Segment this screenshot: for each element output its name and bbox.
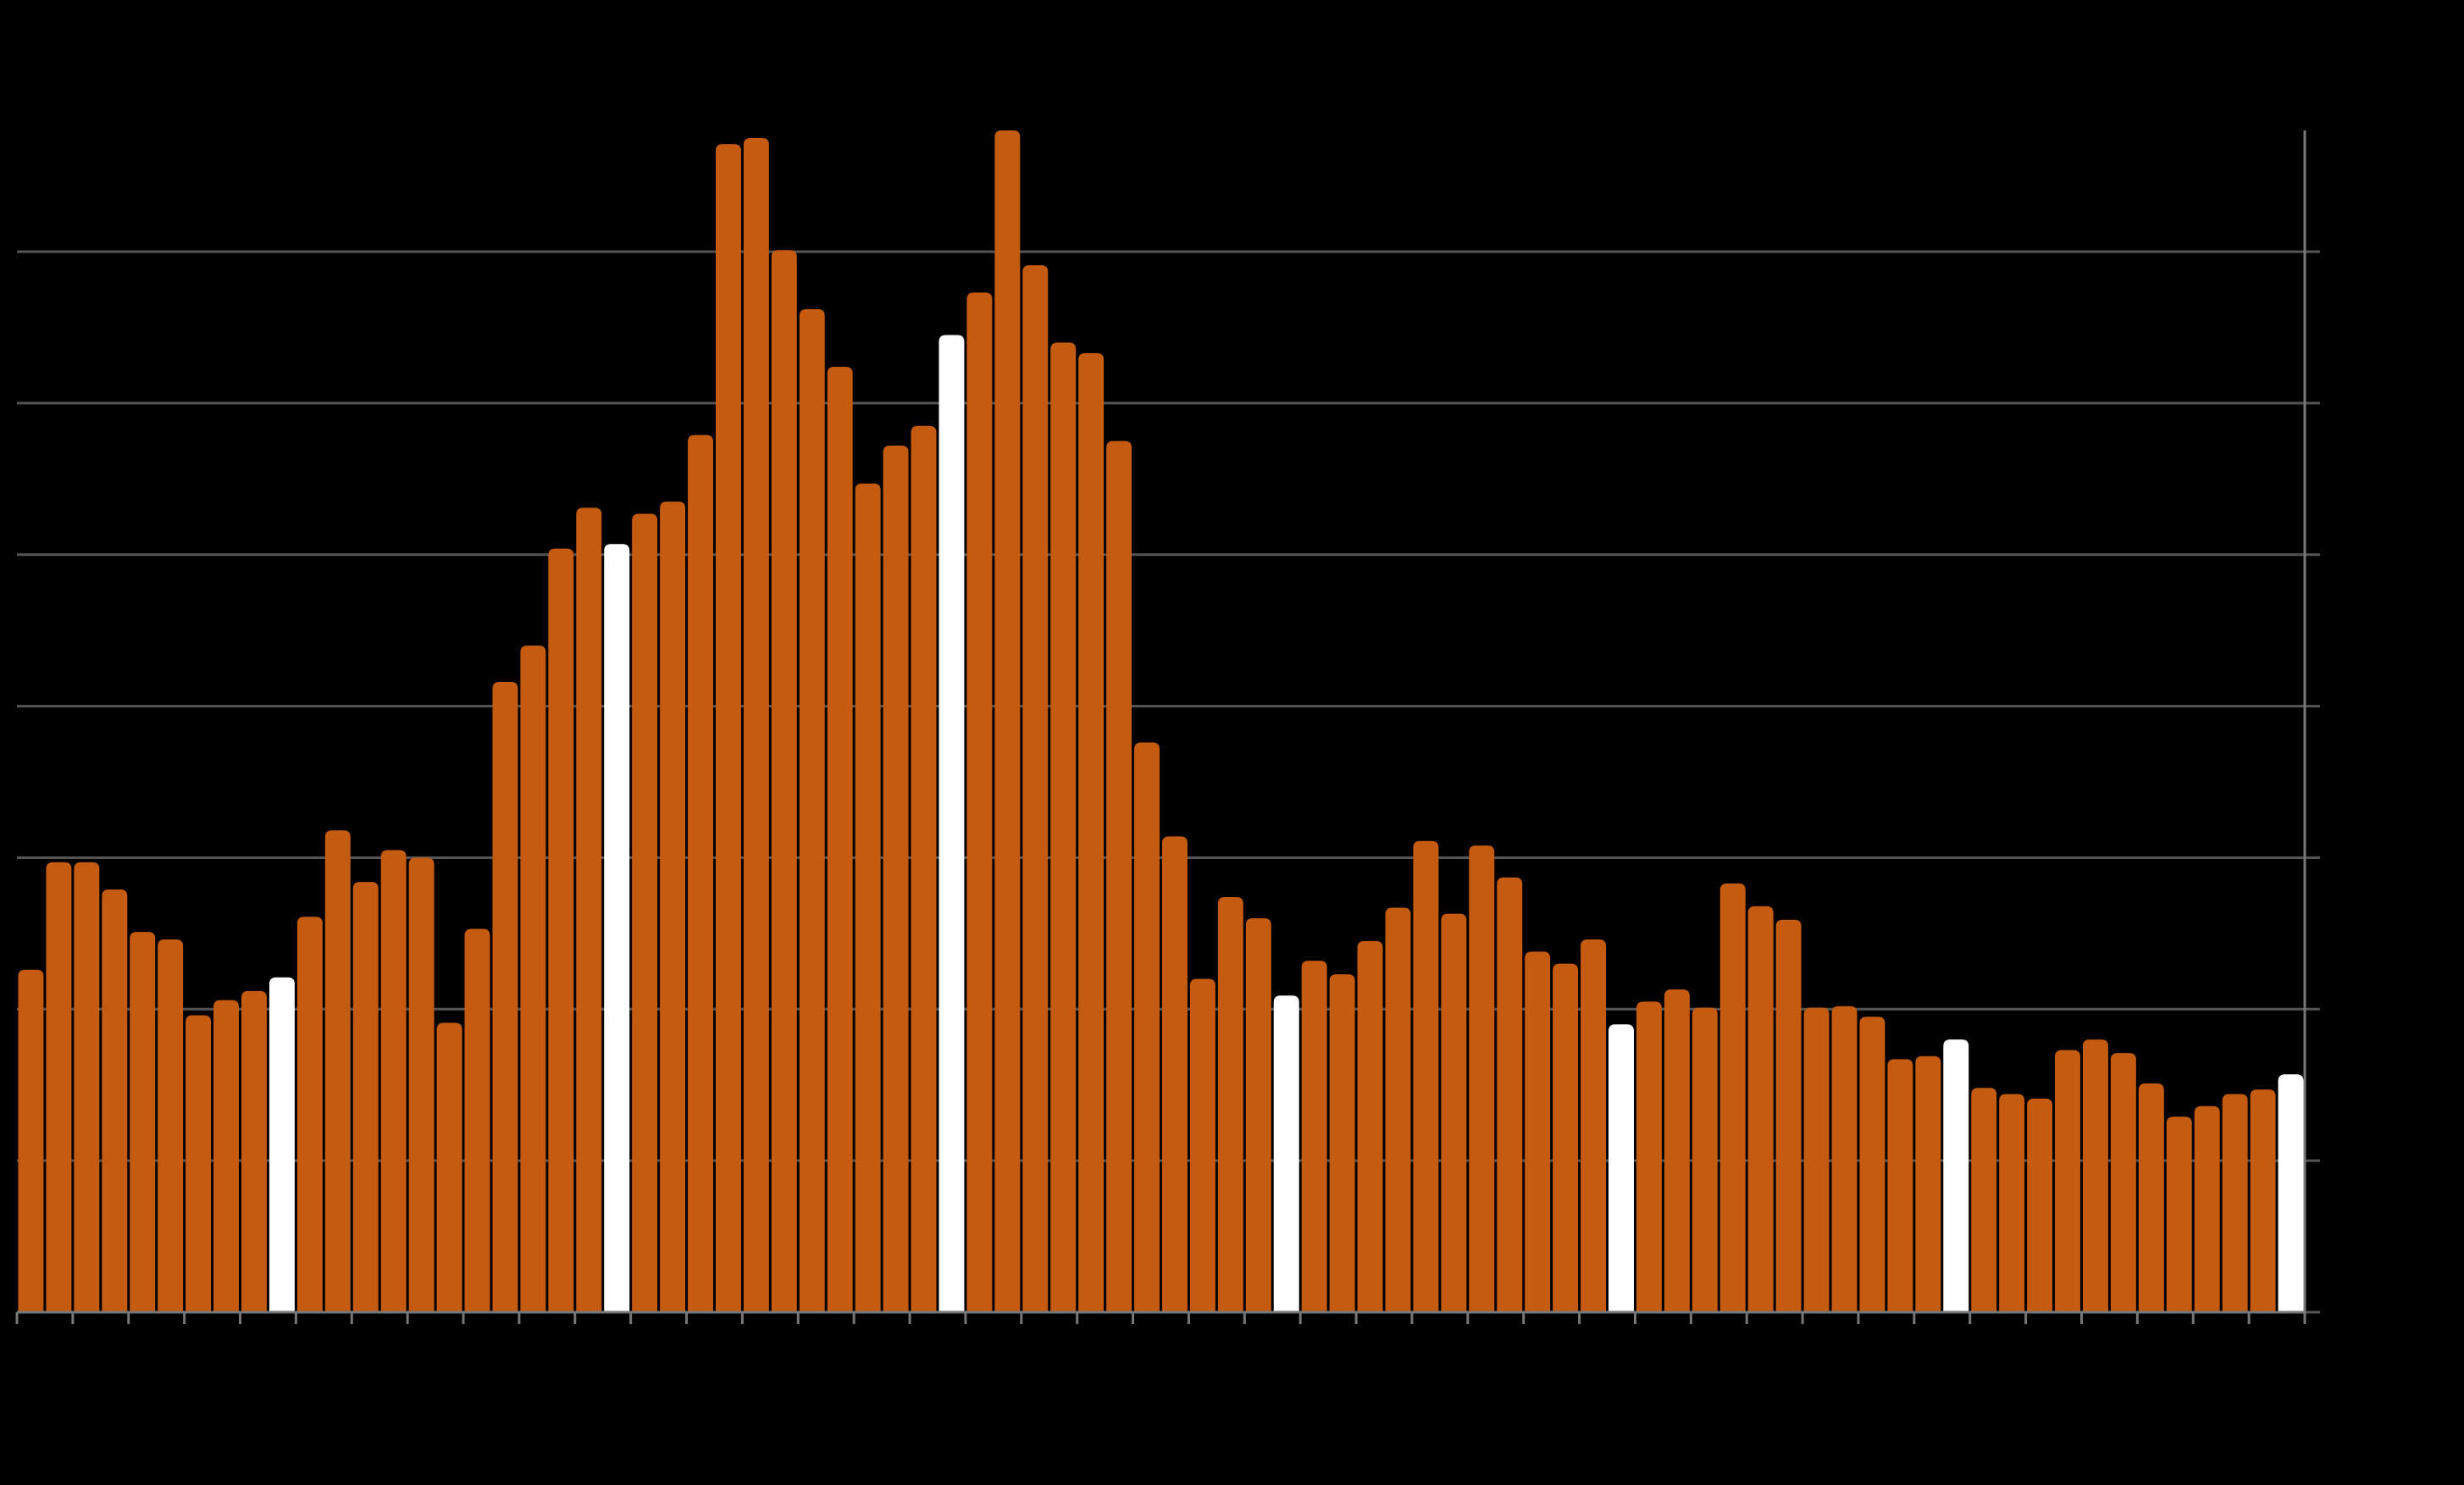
bar (688, 435, 713, 1313)
bar (380, 850, 407, 1312)
bar (130, 932, 156, 1312)
bar (2027, 1098, 2053, 1312)
bar (660, 501, 686, 1312)
bar (1301, 961, 1327, 1312)
bar (1022, 265, 1049, 1312)
bar (296, 917, 323, 1312)
bar (1803, 1007, 1830, 1312)
bar (1050, 342, 1077, 1312)
bar (18, 969, 44, 1312)
bar (1497, 877, 1523, 1312)
bar (576, 507, 602, 1312)
bar (408, 857, 435, 1312)
bar (855, 483, 881, 1312)
bar (213, 1000, 240, 1312)
bar (1636, 1001, 1662, 1312)
bar (1747, 906, 1774, 1312)
bar (1609, 1024, 1634, 1312)
bar (1441, 913, 1467, 1312)
bar (1469, 845, 1495, 1312)
bar (632, 513, 658, 1312)
bar (158, 939, 184, 1312)
bar (1329, 974, 1355, 1312)
bar (548, 548, 574, 1312)
bar (324, 830, 351, 1312)
bar (1189, 978, 1215, 1312)
bar (1357, 940, 1383, 1312)
bar (2138, 1083, 2164, 1312)
bar (2082, 1039, 2108, 1312)
bar (1971, 1088, 1997, 1312)
bar (1943, 1039, 1969, 1312)
bar (771, 250, 797, 1312)
bar (1664, 989, 1690, 1312)
bar (436, 1022, 462, 1312)
bar (1217, 896, 1243, 1312)
bar (520, 646, 546, 1312)
bar (1553, 963, 1579, 1312)
bar (939, 335, 965, 1312)
bar (715, 144, 741, 1312)
bar (1692, 1007, 1718, 1312)
bar (464, 928, 490, 1312)
bar (2166, 1117, 2192, 1312)
bar (827, 367, 853, 1312)
bar (1581, 939, 1607, 1312)
bar (1719, 883, 1746, 1312)
bar (492, 682, 518, 1312)
bar (966, 292, 993, 1313)
bar (74, 862, 100, 1312)
bar (269, 977, 295, 1312)
bar (2222, 1094, 2248, 1312)
bar (2194, 1105, 2220, 1312)
bar (1831, 1006, 1858, 1312)
bar (1162, 836, 1188, 1312)
bar (2110, 1053, 2136, 1312)
bar (2055, 1050, 2080, 1312)
bar (241, 990, 267, 1312)
bar (1525, 951, 1551, 1312)
bar (604, 544, 630, 1312)
bar (883, 446, 909, 1312)
bar (1245, 918, 1271, 1312)
bar (1385, 907, 1411, 1312)
bar (911, 425, 937, 1312)
bar (2278, 1074, 2304, 1312)
bar (799, 309, 825, 1312)
bar (1859, 1017, 1885, 1312)
bar (1887, 1059, 1913, 1312)
bar (1413, 840, 1439, 1312)
bar (352, 882, 379, 1312)
bar (185, 1015, 212, 1312)
bar (1999, 1094, 2025, 1312)
bar (1775, 919, 1802, 1312)
bar (1915, 1056, 1941, 1312)
bar (1106, 441, 1132, 1312)
bar (1273, 995, 1299, 1312)
bar (994, 130, 1021, 1312)
bar (1078, 352, 1105, 1313)
bar (46, 862, 72, 1312)
bar (2250, 1089, 2276, 1312)
bar (743, 137, 769, 1313)
bar (102, 889, 128, 1312)
bar (1134, 742, 1160, 1312)
